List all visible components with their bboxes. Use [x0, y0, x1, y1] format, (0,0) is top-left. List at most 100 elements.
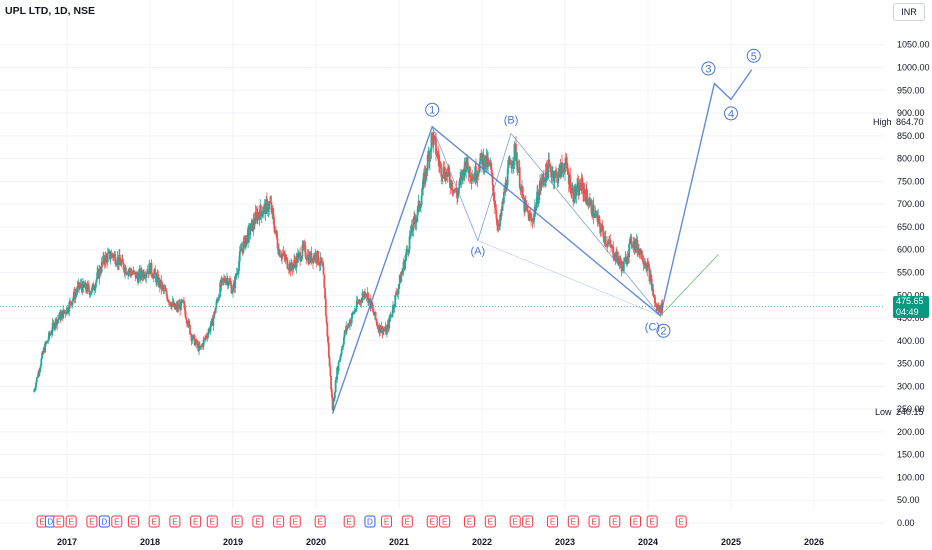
candle-body: [446, 172, 449, 177]
event-marker: [401, 515, 413, 528]
event-marker-label: E: [488, 518, 493, 527]
x-tick-label: 2020: [306, 537, 326, 547]
candle-body: [262, 212, 265, 214]
event-marker-label: E: [347, 518, 352, 527]
event-marker: [364, 515, 376, 528]
candle-body: [386, 328, 388, 335]
candle-body: [555, 171, 557, 173]
y-tick-label: 750.00: [897, 176, 925, 186]
candle-body: [72, 298, 74, 302]
candle-body: [238, 261, 240, 271]
candle-body: [299, 252, 302, 262]
candle-body: [516, 160, 519, 173]
y-tick-label: 200.00: [897, 427, 925, 437]
event-marker-label: D: [48, 518, 54, 527]
candle-body: [194, 341, 197, 346]
candle-body: [296, 254, 299, 263]
candle-body: [466, 157, 469, 168]
candle-body: [305, 256, 308, 260]
currency-button[interactable]: INR: [893, 3, 925, 21]
candle-body: [161, 284, 164, 287]
candle-body: [283, 252, 286, 256]
candle-body: [162, 286, 165, 290]
candle-body: [396, 293, 399, 295]
event-marker-label: E: [571, 518, 576, 527]
candle-body: [67, 311, 70, 313]
candle-body: [45, 341, 48, 344]
event-marker: [588, 515, 600, 528]
candle-body: [62, 309, 65, 319]
candle-body: [462, 170, 465, 172]
candle-body: [184, 310, 187, 318]
candle-body: [601, 225, 604, 231]
x-tick-label: 2025: [721, 537, 741, 547]
candle-body: [47, 339, 50, 342]
candle-body: [124, 267, 127, 274]
candle-body: [398, 284, 400, 289]
candle-body: [585, 188, 588, 198]
candle-body: [533, 213, 535, 222]
candle-body: [323, 275, 326, 288]
candle-body: [482, 154, 485, 170]
candle-body: [329, 366, 332, 376]
candle-body: [225, 279, 228, 284]
candle-body: [265, 199, 268, 214]
candle-body: [74, 293, 77, 300]
event-marker-label: E: [405, 518, 410, 527]
candle-body: [315, 252, 317, 260]
candle-body: [388, 317, 391, 329]
event-marker-label: D: [101, 518, 107, 527]
candle-body: [641, 259, 644, 262]
candle-body: [487, 159, 489, 168]
candle-body: [183, 301, 185, 304]
candle-body: [456, 192, 459, 199]
candle-body: [338, 361, 341, 363]
candle-body: [349, 320, 351, 327]
candle-body: [642, 261, 645, 265]
candle-body: [337, 362, 340, 371]
candle-body: [330, 375, 332, 390]
candle-body: [529, 213, 532, 216]
candle-body: [281, 254, 283, 258]
candle-body: [527, 210, 529, 213]
candle-body: [106, 253, 109, 263]
x-tick-label: 2026: [804, 537, 824, 547]
candle-body: [183, 303, 186, 311]
candle-body: [548, 159, 551, 165]
symbol-title[interactable]: UPL LTD, 1D, NSE: [5, 5, 96, 17]
candle-body: [32, 390, 35, 392]
candle-body: [616, 251, 619, 259]
candle-body: [524, 200, 527, 206]
event-marker: [206, 515, 218, 528]
candle-body: [416, 205, 419, 215]
candle-body: [459, 178, 462, 181]
candle-body: [65, 313, 68, 315]
candle-body: [600, 228, 603, 233]
event-marker-label: E: [56, 518, 61, 527]
candle-body: [333, 398, 336, 402]
candle-body: [589, 200, 591, 206]
candle-body: [421, 189, 424, 196]
candle-body: [322, 266, 325, 276]
y-tick-label: 800.00: [897, 154, 925, 164]
event-marker: [439, 515, 451, 528]
candle-body: [450, 180, 453, 190]
candle-body: [247, 227, 249, 243]
candle-body: [493, 200, 496, 208]
candle-body: [569, 175, 572, 192]
candle-body: [498, 225, 501, 227]
candle-body: [60, 313, 62, 320]
candle-body: [448, 173, 451, 183]
candle-body: [75, 291, 78, 293]
candle-body: [223, 278, 226, 282]
candle-body: [545, 163, 548, 182]
event-marker-label: E: [612, 518, 617, 527]
candle-body: [199, 346, 202, 349]
candle-body: [555, 172, 558, 174]
candle-body: [215, 301, 218, 308]
event-marker-label: E: [210, 518, 215, 527]
candle-body: [293, 259, 296, 263]
candle-body: [545, 163, 548, 171]
candle-body: [541, 175, 544, 183]
